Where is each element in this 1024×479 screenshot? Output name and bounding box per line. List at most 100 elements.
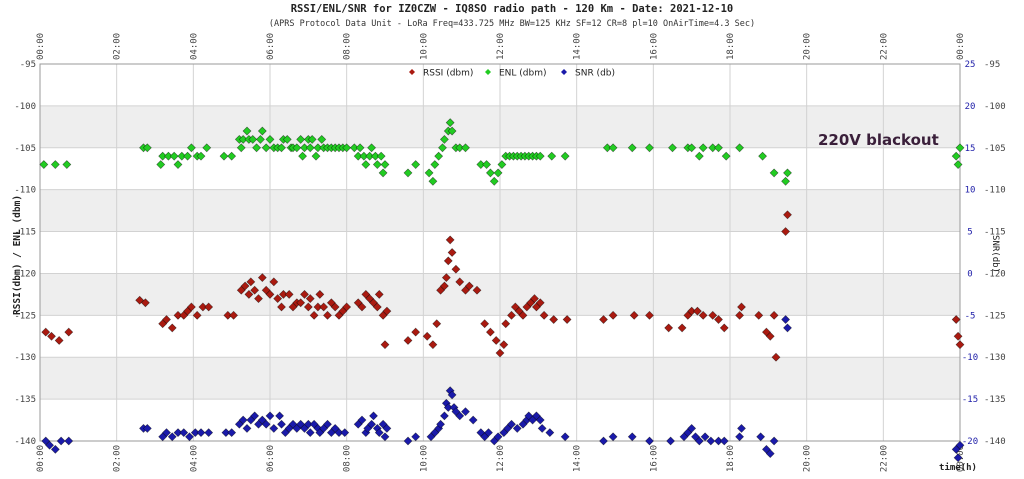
data-point [692,306,702,316]
data-point [374,428,384,438]
data-point [445,118,455,128]
data-point [493,432,503,442]
data-point [495,348,505,358]
data-point [204,302,214,312]
x-tick-label-top: 00:00 [956,33,966,60]
data-point [315,289,325,299]
data-point [240,281,250,291]
data-point [140,298,150,308]
data-point [196,428,206,438]
legend-marker [409,69,415,75]
data-point [953,453,963,463]
x-tick-label-bottom: 08:00 [343,445,353,472]
data-point [443,256,453,266]
data-point [608,310,618,320]
data-point [244,289,254,299]
data-point [472,285,482,295]
data-point [439,281,449,291]
data-point [300,289,309,299]
data-point [411,327,421,337]
data-point [142,424,152,433]
data-point [277,419,286,429]
data-point [539,310,549,320]
x-tick-label-top: 14:00 [573,33,583,60]
data-point [666,436,676,446]
data-point [781,227,791,236]
data-point [645,310,654,320]
data-point [698,310,708,320]
data-point [382,306,392,316]
data-point [754,310,764,320]
data-point [537,424,547,433]
data-point [275,411,285,421]
data-point [781,315,791,324]
x-tick-label-top: 08:00 [343,33,353,60]
x-tick-label-bottom: 00:00 [36,445,46,472]
y-tick-label-right-dbm: -140 [984,437,1006,447]
data-point [694,151,704,161]
data-point [706,436,716,446]
data-point [257,273,267,283]
data-point [277,302,286,312]
data-point [41,327,51,337]
data-point [265,411,275,421]
data-point [560,432,570,442]
data-point [284,289,294,299]
data-point [330,302,340,312]
data-point [238,415,248,425]
data-point [323,419,332,429]
data-point [955,340,965,350]
data-point [535,151,545,161]
data-point [422,331,432,341]
data-point [265,289,275,299]
x-tick-label-bottom: 04:00 [189,445,199,472]
y-tick-label-right-snr: 25 [965,60,976,70]
y-tick-label-right-snr: 0 [967,269,972,279]
data-point [507,419,516,429]
y-tick-label-right-dbm: -95 [984,60,1000,70]
data-point [269,424,279,433]
data-point [361,160,371,169]
data-point [535,415,545,425]
x-tick-label-top: 06:00 [266,33,276,60]
data-point [156,160,166,169]
chart-title: RSSI/ENL/SNR for IZ0CZW - IQ8SO radio pa… [291,3,734,15]
data-point [229,310,239,320]
data-point [403,336,413,345]
y-tick-label-left: -100 [14,102,36,112]
data-point [464,281,474,291]
y-tick-label-right-snr: -10 [962,353,978,363]
data-point [39,160,49,169]
data-point [242,126,252,136]
data-point [955,143,965,153]
data-point [599,436,608,446]
data-point [737,424,746,433]
data-point [56,436,66,446]
data-point [411,432,421,442]
x-tick-label-bottom: 20:00 [803,445,813,472]
data-point [255,134,265,144]
data-point [735,310,745,320]
x-tick-label-bottom: 22:00 [879,445,889,472]
x-tick-label-bottom: 10:00 [419,445,429,472]
data-point [721,151,731,161]
data-point [629,310,639,320]
legend-marker [561,69,567,75]
data-point [434,151,444,161]
y-tick-label-right-dbm: -100 [984,102,1006,112]
data-point [236,143,246,153]
data-point [485,327,495,337]
data-point [179,428,189,438]
y-tick-label-right-dbm: -135 [984,395,1006,405]
data-point [311,151,321,161]
data-point [756,432,766,442]
y-tick-label-right-dbm: -120 [984,269,1006,279]
data-point [560,151,570,161]
data-point [192,310,202,320]
data-point [507,310,516,320]
y-tick-label-right-snr: 20 [965,102,976,112]
x-axis-label: time(h) [939,462,977,473]
data-point [951,315,961,324]
y-tick-label-right-dbm: -115 [984,228,1006,238]
data-point [246,277,256,287]
